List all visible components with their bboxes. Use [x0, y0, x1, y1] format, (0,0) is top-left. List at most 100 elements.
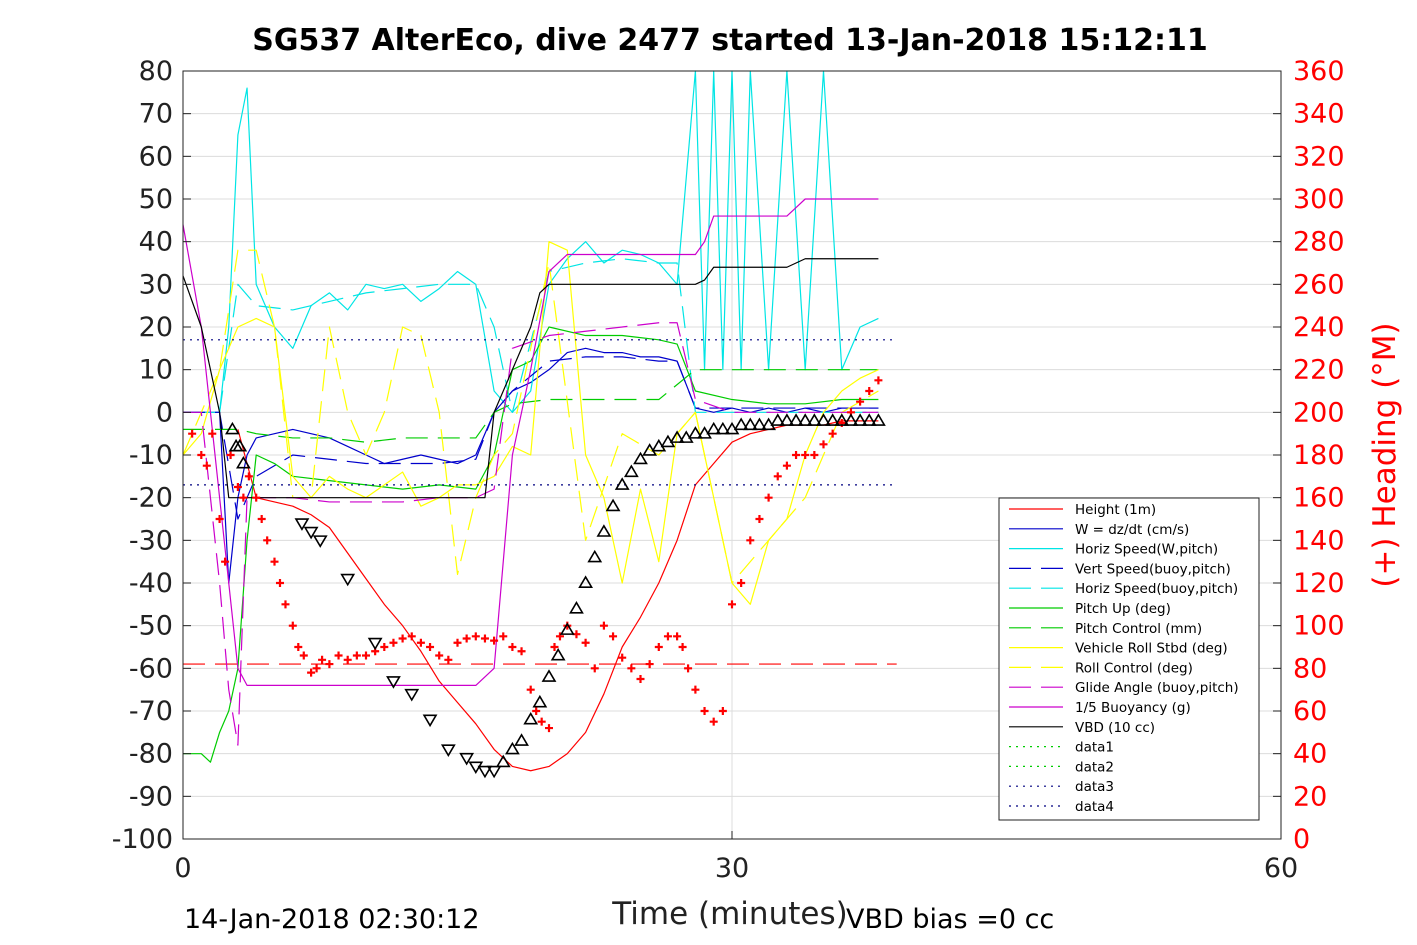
- heading-point: [499, 632, 508, 641]
- legend-entry: Horiz Speed(W,pitch): [1075, 542, 1218, 558]
- heading-point: [700, 707, 709, 715]
- heading-point: [343, 655, 352, 664]
- heading-point: [545, 724, 553, 733]
- vbd-marker: [861, 413, 877, 426]
- y-tick-label: 10: [139, 355, 173, 386]
- y-tick-label: -100: [112, 824, 173, 855]
- heading-point: [526, 685, 535, 694]
- vbd-marker: [477, 765, 493, 779]
- vbd-marker: [232, 438, 248, 452]
- y-tick-label: -30: [129, 525, 173, 556]
- vbd-marker: [541, 669, 557, 682]
- y-right-tick-label: 100: [1293, 611, 1345, 642]
- heading-point: [801, 451, 810, 459]
- heading-point: [263, 536, 272, 545]
- vbd-marker: [669, 430, 685, 443]
- heading-point: [663, 632, 672, 641]
- y-right-tick-label: 80: [1293, 653, 1327, 684]
- heading-point: [312, 664, 321, 673]
- y-right-tick-label: 60: [1293, 696, 1327, 727]
- heading-point: [407, 632, 416, 641]
- series-line-6: [183, 369, 879, 443]
- vbd-marker: [806, 413, 822, 426]
- vbd-marker: [752, 417, 767, 431]
- legend: Height (1m) W = dz/dt (cm/s) Horiz Speed(W…: [998, 497, 1260, 821]
- series-line-11: [182, 258, 879, 499]
- vbd-marker: [733, 417, 749, 431]
- heading-point: [737, 579, 746, 587]
- vbd-marker: [715, 421, 731, 435]
- series-line-10: [182, 198, 879, 687]
- y-right-tick-label: 0: [1293, 824, 1310, 855]
- legend-entry: Vert Speed(buoy,pitch): [1075, 561, 1231, 577]
- heading-point: [270, 557, 279, 566]
- y-tick-label: 50: [139, 184, 173, 215]
- heading-point: [352, 651, 361, 660]
- vbd-marker: [459, 752, 475, 766]
- y-tick-label: 70: [139, 99, 173, 130]
- heading-point: [188, 429, 197, 438]
- heading-point: [215, 515, 224, 523]
- heading-point: [288, 621, 297, 630]
- vbd-marker: [495, 754, 511, 768]
- vbd-marker: [386, 676, 401, 689]
- heading-point: [684, 664, 693, 673]
- heading-point: [307, 668, 316, 677]
- y-tick-label: -40: [129, 568, 173, 599]
- heading-point: [627, 664, 636, 673]
- y-tick-label: 60: [139, 141, 173, 172]
- heading-point: [636, 675, 645, 683]
- heading-point: [678, 643, 687, 651]
- heading-point: [609, 632, 618, 641]
- vbd-marker: [623, 464, 639, 478]
- heading-point: [208, 429, 217, 438]
- y-right-tick-label: 40: [1293, 739, 1327, 770]
- heading-point: [782, 461, 791, 470]
- y-right-tick-label: 140: [1293, 525, 1345, 556]
- legend-entry: Glide Angle (buoy,pitch): [1075, 680, 1239, 696]
- footer-vbd-bias: VBD bias =0 cc: [846, 904, 1054, 935]
- series-layer: [182, 70, 897, 772]
- heading-point: [819, 440, 828, 449]
- axes: 80706050403020100-10-20-30-40-50-60-70-8…: [112, 56, 1345, 884]
- heading-point: [435, 651, 444, 660]
- heading-point: [581, 638, 590, 647]
- x-tick-label: 60: [1264, 853, 1298, 884]
- heading-point: [691, 685, 700, 694]
- heading-point: [709, 717, 718, 726]
- vbd-marker: [340, 573, 356, 587]
- y-right-tick-label: 360: [1293, 56, 1345, 87]
- heading-point: [550, 643, 559, 651]
- y-tick-label: -20: [129, 483, 173, 514]
- heading-point: [444, 655, 453, 664]
- heading-point: [555, 632, 564, 641]
- series-line-5: [183, 326, 879, 763]
- vbd-marker: [633, 451, 648, 465]
- heading-point: [362, 651, 370, 660]
- heading-point: [202, 461, 211, 470]
- marker-layer: [188, 376, 886, 779]
- heading-point: [294, 643, 303, 651]
- legend-entry: Roll Control (deg): [1075, 660, 1193, 676]
- legend-entry: W = dz/dt (cm/s): [1075, 522, 1189, 538]
- series-line-0: [237, 420, 879, 772]
- legend-entry: Horiz Speed(buoy,pitch): [1075, 581, 1238, 597]
- y-tick-label: -90: [129, 781, 173, 812]
- series-line-8: [182, 249, 879, 584]
- y-right-tick-label: 320: [1293, 141, 1345, 172]
- heading-point: [299, 651, 308, 660]
- heading-point: [275, 579, 284, 587]
- heading-point: [197, 451, 206, 459]
- vbd-marker: [834, 413, 850, 426]
- y-right-tick-label: 260: [1293, 269, 1345, 300]
- y-tick-label: -80: [129, 739, 173, 770]
- vbd-marker: [587, 549, 603, 563]
- vbd-marker: [843, 413, 859, 426]
- vbd-marker: [404, 688, 420, 702]
- heading-point: [257, 515, 266, 523]
- heading-point: [471, 632, 480, 641]
- y-right-tick-label: 280: [1293, 227, 1345, 258]
- y-tick-label: -50: [129, 611, 173, 642]
- vbd-marker: [559, 622, 575, 635]
- vbd-marker: [550, 647, 566, 661]
